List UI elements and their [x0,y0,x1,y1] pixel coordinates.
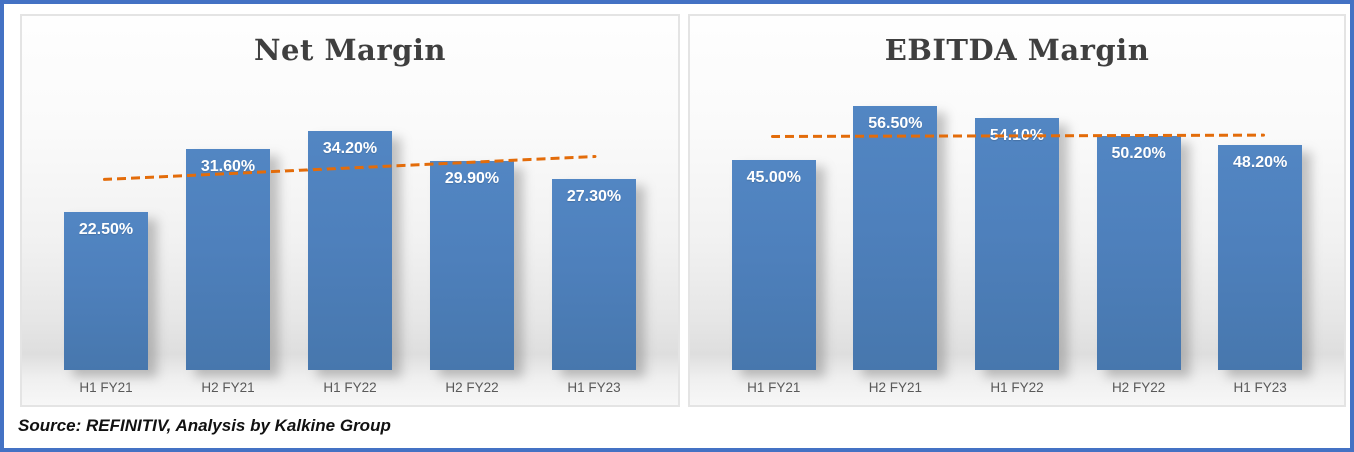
chart-title: EBITDA Margin [884,33,1150,67]
bar-value-label: 54.10% [990,127,1044,370]
bar: 27.30% [552,179,636,370]
bar-value-label: 29.90% [444,170,500,187]
bar-value-label: 50.20% [1111,145,1166,162]
x-axis-label: H2 FY22 [445,380,499,395]
bar: 54.10% [974,118,1059,370]
bar-value-label: 27.30% [566,188,622,205]
x-axis-label: H1 FY21 [747,380,801,395]
bar-column: 56.50% [835,90,957,370]
net-margin-chart-panel: Net Margin 22.50% 31.60% 34.20% 29.90% 27.30… [20,14,680,407]
bar: 22.50% [64,212,148,370]
plot-area: 45.00% 56.50% 54.10% 50.20% 48.20% [690,90,1344,370]
bar: 56.50% [853,106,938,370]
bar-value-label: 22.50% [78,221,134,238]
bar-column: 29.90% [411,90,533,370]
bar-column: 22.50% [45,90,167,370]
x-axis-label: H1 FY21 [79,380,133,395]
bar-value-label: 34.20% [322,140,378,157]
plot-area: 22.50% 31.60% 34.20% 29.90% 27.30% [22,90,678,370]
bar-column: 54.10% [956,90,1078,370]
bar: 48.20% [1218,145,1303,370]
bar-value-label: 31.60% [200,158,256,175]
source-note: Source: REFINITIV, Analysis by Kalkine G… [18,416,391,435]
bar-column: 48.20% [1199,90,1321,370]
x-axis: H1 FY21 H2 FY21 H1 FY22 H2 FY22 H1 FY23 [690,370,1344,395]
bar: 29.90% [430,161,514,370]
x-axis-label: H2 FY21 [868,380,923,395]
ebitda-margin-chart-panel: EBITDA Margin 45.00% 56.50% 54.10% 50.20% 48… [688,14,1346,407]
bar-value-label: 48.20% [1233,154,1288,171]
chart-title: Net Margin [254,33,446,67]
x-axis-label: H1 FY23 [567,380,621,395]
bar: 45.00% [731,160,816,370]
bar-value-label: 45.00% [746,169,801,186]
bar-column: 31.60% [167,90,289,370]
x-axis-label: H1 FY22 [990,380,1044,395]
bar-value-label: 56.50% [868,115,923,132]
bar: 31.60% [186,149,270,370]
x-axis-label: H2 FY22 [1111,380,1166,395]
bar-column: 50.20% [1078,90,1200,370]
bar-column: 34.20% [289,90,411,370]
bar-column: 27.30% [533,90,655,370]
bar-column: 45.00% [713,90,835,370]
bar: 50.20% [1096,136,1181,370]
x-axis-label: H1 FY22 [323,380,377,395]
x-axis-label: H2 FY21 [201,380,255,395]
x-axis: H1 FY21 H2 FY21 H1 FY22 H2 FY22 H1 FY23 [22,370,678,395]
x-axis-label: H1 FY23 [1233,380,1287,395]
bar: 34.20% [308,131,392,370]
